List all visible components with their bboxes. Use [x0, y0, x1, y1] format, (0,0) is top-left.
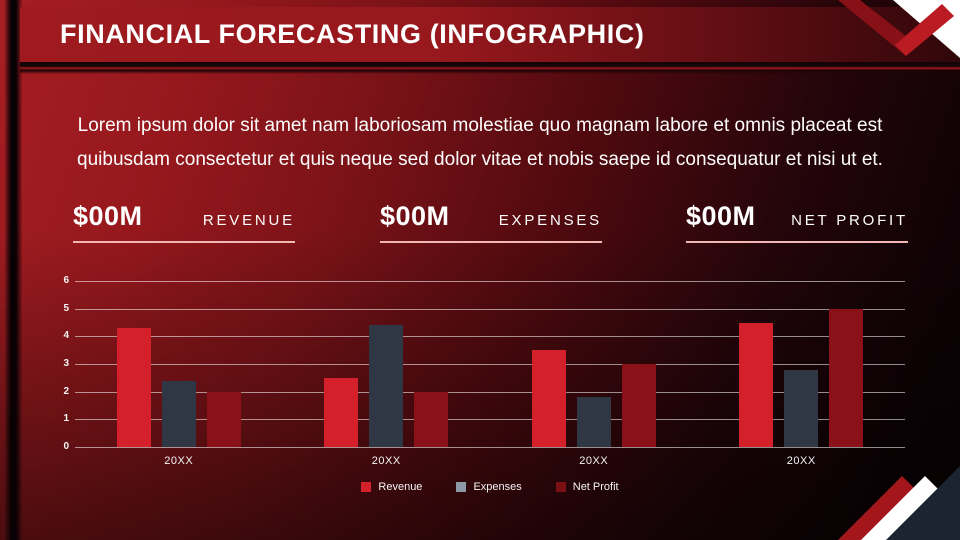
- bar-expenses-group4: [784, 369, 819, 447]
- bar-net-profit-group4: [829, 308, 864, 447]
- gridline-y5: [75, 308, 905, 310]
- stat-net-profit: $00M NET PROFIT: [686, 201, 908, 243]
- stat-expenses: $00M EXPENSES: [380, 201, 602, 243]
- x-axis-category-label: 20XX: [579, 455, 609, 467]
- legend-label: Net Profit: [572, 481, 619, 493]
- y-axis-tick-label: 2: [63, 385, 69, 397]
- x-axis-category-label: 20XX: [164, 455, 194, 467]
- legend-item-expenses: Expenses: [456, 481, 522, 493]
- stat-net-profit-value: $00M: [686, 201, 756, 231]
- legend-label: Expenses: [473, 481, 522, 493]
- page-title: FINANCIAL FORECASTING (INFOGRAPHIC): [60, 19, 645, 49]
- legend-swatch-icon: [555, 482, 566, 492]
- gridline-y1: [75, 419, 905, 421]
- bar-expenses-group2: [369, 325, 404, 447]
- left-accent-strip: [5, 0, 22, 540]
- bar-revenue-group4: [739, 322, 774, 447]
- y-axis-tick-label: 5: [63, 302, 69, 314]
- stat-expenses-label: EXPENSES: [498, 212, 602, 229]
- y-axis-tick-label: 3: [63, 358, 69, 369]
- bar-revenue-group3: [531, 350, 566, 447]
- legend-label: Revenue: [378, 481, 423, 493]
- corner-stripes-bottom-right-icon: [838, 466, 960, 540]
- x-axis-category-label: 20XX: [786, 455, 816, 467]
- bar-revenue-group1: [116, 328, 151, 447]
- gridline-y4: [75, 336, 905, 338]
- bar-net-profit-group1: [206, 391, 241, 447]
- y-axis-tick-label: 0: [63, 441, 69, 452]
- y-axis-tick-label: 4: [63, 330, 69, 342]
- gridline-y2: [75, 391, 905, 393]
- legend-swatch-icon: [456, 482, 467, 492]
- bar-net-profit-group3: [621, 364, 656, 447]
- title-bar-shadow: [20, 62, 960, 74]
- stat-expenses-value: $00M: [380, 201, 450, 231]
- legend-item-net-profit: Net Profit: [555, 481, 619, 493]
- chart-plot: 0 1 2 3 4 5 6 20XX 20XX 20XX 20XX: [63, 275, 905, 467]
- x-axis-category-label: 20XX: [371, 455, 401, 467]
- bar-expenses-group1: [161, 380, 196, 447]
- bar-net-profit-group2: [414, 391, 449, 447]
- chart-legend: Revenue Expenses Net Profit: [75, 481, 905, 493]
- legend-swatch-icon: [361, 482, 372, 492]
- body-paragraph: Lorem ipsum dolor sit amet nam laboriosa…: [77, 115, 883, 170]
- stat-revenue: $00M REVENUE: [73, 201, 295, 243]
- stat-revenue-label: REVENUE: [202, 212, 295, 229]
- gridline-y0: [75, 447, 905, 448]
- stat-net-profit-label: NET PROFIT: [791, 212, 908, 229]
- y-axis-tick-label: 1: [63, 413, 69, 425]
- legend-item-revenue: Revenue: [361, 481, 422, 493]
- bar-expenses-group3: [576, 397, 611, 447]
- bar-revenue-group2: [324, 377, 359, 447]
- stat-revenue-value: $00M: [73, 201, 143, 231]
- y-axis-tick-label: 6: [63, 275, 69, 286]
- title-bar: FINANCIAL FORECASTING (INFOGRAPHIC): [20, 7, 960, 62]
- gridline-y6: [75, 281, 905, 282]
- gridline-y3: [75, 364, 905, 365]
